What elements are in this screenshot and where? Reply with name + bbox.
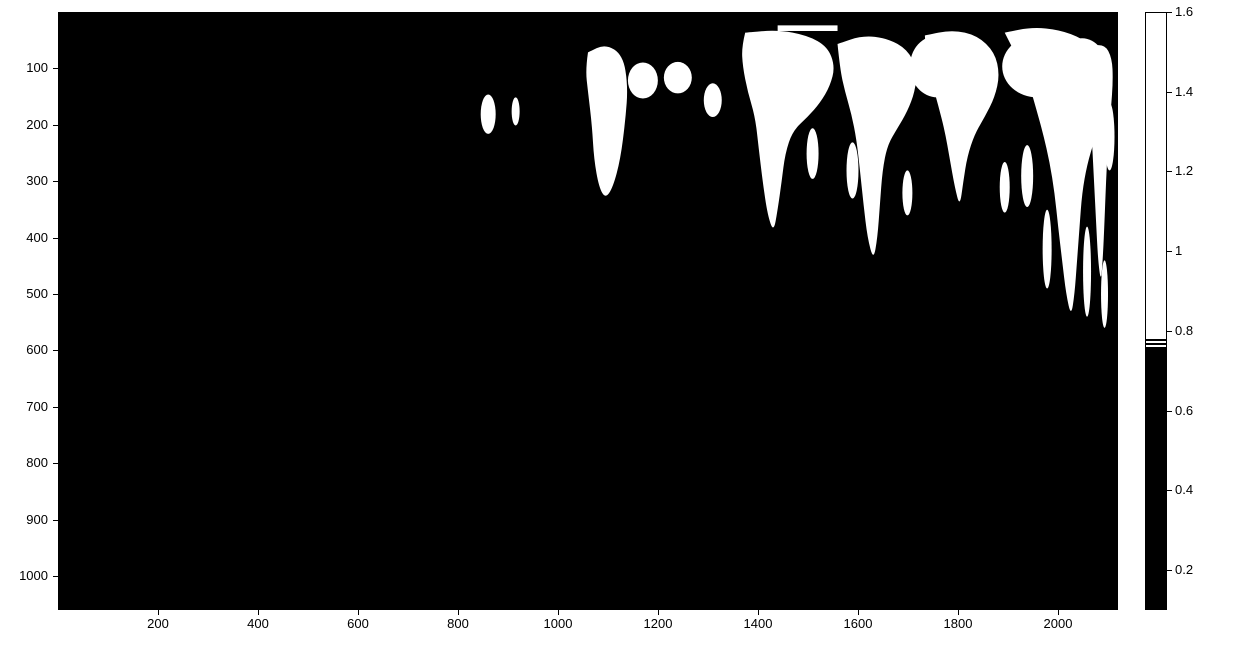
y-tick-label: 800 [0, 455, 48, 470]
y-tick-mark [53, 576, 58, 577]
colorbar-tick-mark [1167, 490, 1172, 491]
y-tick-label: 400 [0, 230, 48, 245]
x-tick-label: 1200 [644, 616, 673, 631]
x-tick-label: 1800 [944, 616, 973, 631]
y-tick-mark [53, 407, 58, 408]
colorbar-tick-mark [1167, 411, 1172, 412]
x-tick-label: 600 [347, 616, 369, 631]
colorbar-segment [1145, 343, 1167, 345]
colorbar-tick-label: 1 [1175, 243, 1182, 258]
colorbar-tick-mark [1167, 12, 1172, 13]
y-tick-label: 600 [0, 342, 48, 357]
x-tick-mark [358, 610, 359, 615]
colorbar-tick-label: 0.4 [1175, 482, 1193, 497]
colorbar-tick-mark [1167, 570, 1172, 571]
y-tick-mark [53, 68, 58, 69]
colorbar-tick-label: 0.6 [1175, 403, 1193, 418]
colorbar-tick-label: 0.8 [1175, 323, 1193, 338]
y-tick-mark [53, 350, 58, 351]
x-tick-label: 800 [447, 616, 469, 631]
x-tick-mark [958, 610, 959, 615]
colorbar-segment [1145, 345, 1167, 347]
y-tick-mark [53, 463, 58, 464]
x-tick-label: 2000 [1044, 616, 1073, 631]
colorbar-inner [1145, 12, 1167, 610]
heatmap-plot [58, 12, 1118, 610]
y-tick-label: 200 [0, 117, 48, 132]
colorbar-segment [1145, 12, 1167, 339]
colorbar-segment [1145, 339, 1167, 341]
figure: 100 200 300 400 500 600 700 800 900 1000 200 400 60… [0, 0, 1240, 655]
x-tick-label: 200 [147, 616, 169, 631]
colorbar-segment [1145, 341, 1167, 343]
y-tick-mark [53, 125, 58, 126]
x-tick-mark [658, 610, 659, 615]
y-tick-label: 500 [0, 286, 48, 301]
colorbar-tick-mark [1167, 251, 1172, 252]
x-tick-mark [1058, 610, 1059, 615]
colorbar-segment [1145, 347, 1167, 610]
colorbar [1145, 12, 1167, 610]
x-tick-label: 1600 [844, 616, 873, 631]
y-tick-label: 900 [0, 512, 48, 527]
y-tick-mark [53, 238, 58, 239]
y-tick-label: 700 [0, 399, 48, 414]
colorbar-tick-label: 1.2 [1175, 163, 1193, 178]
x-tick-mark [758, 610, 759, 615]
y-tick-mark [53, 294, 58, 295]
x-tick-mark [558, 610, 559, 615]
y-tick-label: 1000 [0, 568, 48, 583]
x-tick-mark [158, 610, 159, 615]
colorbar-tick-label: 1.4 [1175, 84, 1193, 99]
colorbar-tick-mark [1167, 92, 1172, 93]
x-tick-label: 1400 [744, 616, 773, 631]
y-tick-label: 100 [0, 60, 48, 75]
colorbar-tick-mark [1167, 171, 1172, 172]
y-tick-mark [53, 520, 58, 521]
x-tick-label: 1000 [544, 616, 573, 631]
colorbar-tick-label: 1.6 [1175, 4, 1193, 19]
x-tick-mark [258, 610, 259, 615]
y-tick-mark [53, 181, 58, 182]
x-tick-label: 400 [247, 616, 269, 631]
x-tick-mark [858, 610, 859, 615]
y-tick-label: 300 [0, 173, 48, 188]
colorbar-tick-mark [1167, 331, 1172, 332]
colorbar-tick-label: 0.2 [1175, 562, 1193, 577]
heatmap-svg [59, 13, 1117, 609]
x-tick-mark [458, 610, 459, 615]
